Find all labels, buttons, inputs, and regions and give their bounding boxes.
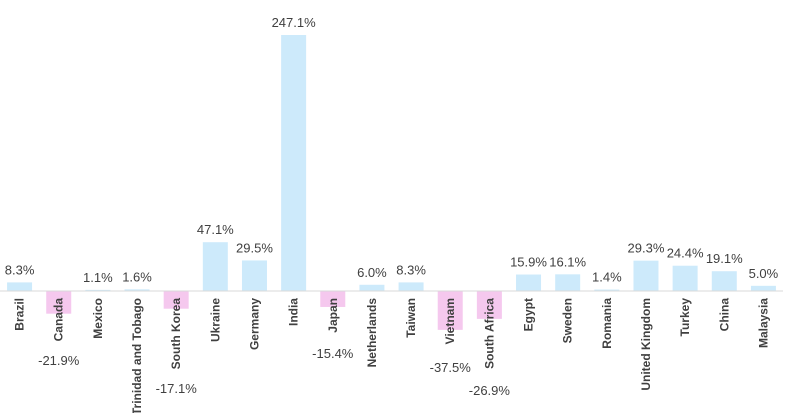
bar-canada xyxy=(46,291,72,314)
bar-united-kingdom xyxy=(633,260,659,291)
value-label: -26.9% xyxy=(469,383,511,398)
category-label: Vietnam xyxy=(443,298,457,344)
bar-india xyxy=(281,35,307,291)
bar-germany xyxy=(241,260,267,291)
category-label: Egypt xyxy=(522,298,536,331)
category-label: Mexico xyxy=(91,298,105,339)
bar-trinidad-and-tobago xyxy=(124,289,150,291)
bar-mexico xyxy=(85,289,111,291)
value-label: -21.9% xyxy=(38,353,80,368)
bar-romania xyxy=(594,289,620,291)
value-label: 15.9% xyxy=(510,255,547,270)
bar-turkey xyxy=(672,265,698,291)
bar-japan xyxy=(320,291,346,307)
value-label: 6.0% xyxy=(357,265,387,280)
category-label: South Africa xyxy=(482,298,496,369)
value-labels-group: 8.3% -21.9% 1.1% 1.6% -17.1% 47.1%29.5% 247.1%… xyxy=(5,15,779,398)
value-label: 8.3% xyxy=(396,262,426,277)
bar-vietnam xyxy=(437,291,463,330)
category-label: Canada xyxy=(52,298,66,342)
value-label: 29.5% xyxy=(236,240,273,255)
category-label: Malaysia xyxy=(756,298,770,348)
category-label: United Kingdom xyxy=(639,298,653,391)
bar-egypt xyxy=(516,274,542,291)
category-label: China xyxy=(717,298,731,332)
value-label: 247.1% xyxy=(272,15,317,30)
bars-group xyxy=(7,35,776,330)
bar-south-korea xyxy=(163,291,189,309)
category-label: Turkey xyxy=(678,298,692,337)
bar-taiwan xyxy=(398,282,424,291)
value-label: -15.4% xyxy=(312,346,354,361)
category-label: Japan xyxy=(326,298,340,333)
value-label: -17.1% xyxy=(156,381,198,396)
bar-brazil xyxy=(7,282,33,291)
bar-sweden xyxy=(555,274,581,291)
value-label: 1.1% xyxy=(83,270,113,285)
category-label: Brazil xyxy=(13,298,27,331)
value-label: 29.3% xyxy=(628,241,665,256)
category-label: South Korea xyxy=(169,298,183,370)
value-label: 8.3% xyxy=(5,262,35,277)
category-labels-group: Brazil Canada Mexico Trinidad and Tobago Sou… xyxy=(13,298,771,413)
category-label: Netherlands xyxy=(365,298,379,368)
value-label: 5.0% xyxy=(749,266,779,281)
category-label: India xyxy=(287,298,301,326)
value-label: 19.1% xyxy=(706,251,743,266)
category-label: Ukraine xyxy=(208,298,222,342)
category-label: Romania xyxy=(600,298,614,349)
value-label: -37.5% xyxy=(430,360,472,375)
bar-china xyxy=(711,271,737,291)
category-label: Germany xyxy=(247,298,261,350)
bar-netherlands xyxy=(359,284,385,291)
value-label: 24.4% xyxy=(667,246,704,261)
bar-south-africa xyxy=(476,291,502,319)
value-label: 1.6% xyxy=(122,269,152,284)
value-label: 1.4% xyxy=(592,270,622,285)
category-label: Sweden xyxy=(561,298,575,343)
value-label: 47.1% xyxy=(197,222,234,237)
bar-malaysia xyxy=(750,285,776,291)
value-label: 16.1% xyxy=(549,254,586,269)
category-label: Taiwan xyxy=(404,298,418,338)
bar-ukraine xyxy=(202,242,228,291)
category-label: Trinidad and Tobago xyxy=(130,298,144,413)
